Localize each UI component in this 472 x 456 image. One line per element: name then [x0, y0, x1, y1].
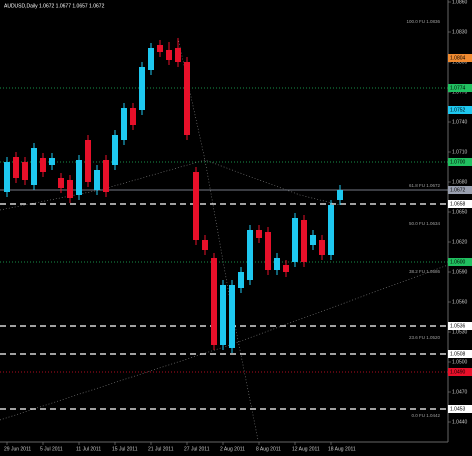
candle-body [22, 162, 28, 180]
price-tag-label: 1.0600 [450, 259, 466, 265]
candle-body [184, 62, 190, 135]
candle-body [283, 265, 289, 272]
price-tag [448, 258, 472, 266]
y-tick-label: 1.0770 [452, 89, 468, 95]
y-tick-label: 1.0680 [452, 179, 468, 185]
price-tag [448, 368, 472, 376]
candle-body [157, 45, 163, 52]
price-tag-label: 1.0490 [450, 369, 466, 375]
x-tick-label: 15 Jul 2011 [112, 446, 138, 452]
candle-body [256, 230, 262, 238]
y-tick-label: 1.0530 [452, 329, 468, 335]
y-tick-label: 1.0470 [452, 389, 468, 395]
price-tag-label: 1.0804 [450, 55, 466, 61]
y-tick-label: 1.0710 [452, 149, 468, 155]
candle-body [139, 67, 145, 110]
candle-body [31, 148, 37, 185]
y-tick-label: 1.0650 [452, 209, 468, 215]
candle-body [202, 240, 208, 250]
trend-line [0, 159, 341, 211]
candle-body [76, 160, 82, 195]
price-tag-label: 1.0700 [450, 159, 466, 165]
candle-body [58, 178, 64, 188]
x-tick-label: 2 Aug 2011 [220, 446, 245, 452]
y-tick-label: 1.0740 [452, 119, 468, 125]
y-tick-label: 1.0440 [452, 419, 468, 425]
x-tick-label: 29 Jun 2011 [4, 446, 31, 452]
candle-body [292, 218, 298, 262]
price-tag-label: 1.0752 [450, 107, 466, 113]
candle-body [103, 160, 109, 192]
candle-body [175, 48, 181, 62]
price-tag-label: 1.0453 [450, 406, 466, 412]
fib-label: 38.2 FU 1.0586 [409, 269, 441, 274]
price-tag [448, 106, 472, 114]
price-tag [448, 322, 472, 330]
candle-body [247, 230, 253, 280]
candle-body [112, 135, 118, 165]
chart-title: AUDUSD,Daily 1.0672 1.0677 1.0657 1.0672 [4, 3, 105, 9]
y-tick-label: 1.0860 [452, 0, 468, 5]
price-tag [448, 186, 472, 194]
candle-body [328, 205, 334, 255]
candle-body [166, 50, 172, 60]
price-tag-label: 1.0672 [450, 187, 466, 193]
candle-body [211, 258, 217, 345]
y-tick-label: 1.0830 [452, 29, 468, 35]
candle-body [49, 158, 55, 165]
fib-label: 23.6 FU 1.0520 [409, 335, 441, 340]
fib-label: 0.0 FU 1.0442 [411, 413, 440, 418]
candle-body [121, 108, 127, 140]
price-tag [448, 158, 472, 166]
candle-body [337, 190, 343, 200]
x-tick-label: 12 Aug 2011 [292, 446, 320, 452]
fib-label: 100.0 FU 1.0836 [406, 19, 440, 24]
x-tick-label: 27 Jul 2011 [184, 446, 210, 452]
price-tag [448, 54, 472, 62]
price-tag-label: 1.0774 [450, 85, 466, 91]
x-tick-label: 8 Aug 2011 [256, 446, 281, 452]
candle-body [238, 272, 244, 288]
candle-body [310, 235, 316, 245]
y-tick-label: 1.0560 [452, 299, 468, 305]
trend-line [0, 264, 449, 421]
fib-label: 61.8 FU 1.0672 [409, 183, 441, 188]
x-tick-label: 11 Jul 2011 [76, 446, 101, 452]
candle-body [94, 170, 100, 190]
x-tick-label: 5 Jul 2011 [40, 446, 63, 452]
price-tag [448, 200, 472, 208]
x-tick-label: 21 Jul 2011 [148, 446, 174, 452]
price-tag-label: 1.0536 [450, 323, 466, 329]
y-tick-label: 1.0590 [452, 269, 468, 275]
candle-body [85, 140, 91, 182]
candle-body [301, 220, 307, 262]
price-tag-label: 1.0508 [450, 351, 466, 357]
fib-label: 50.0 FU 1.0634 [409, 221, 441, 226]
price-tag [448, 350, 472, 358]
candle-body [67, 180, 73, 198]
candle-body [265, 232, 271, 270]
candle-body [220, 285, 226, 345]
candle-body [229, 285, 235, 348]
x-tick-label: 18 Aug 2011 [328, 446, 356, 452]
candle-body [148, 48, 154, 70]
y-tick-label: 1.0500 [452, 359, 468, 365]
price-tag-label: 1.0658 [450, 201, 466, 207]
candle-body [40, 158, 46, 172]
price-tag [448, 405, 472, 413]
y-tick-label: 1.0800 [452, 59, 468, 65]
candle-body [319, 240, 325, 255]
y-tick-label: 1.0620 [452, 239, 468, 245]
candle-body [13, 157, 19, 178]
candle-body [4, 162, 10, 192]
candle-body [130, 108, 136, 125]
price-tag [448, 84, 472, 92]
candle-body [274, 258, 280, 270]
candle-body [193, 172, 199, 240]
